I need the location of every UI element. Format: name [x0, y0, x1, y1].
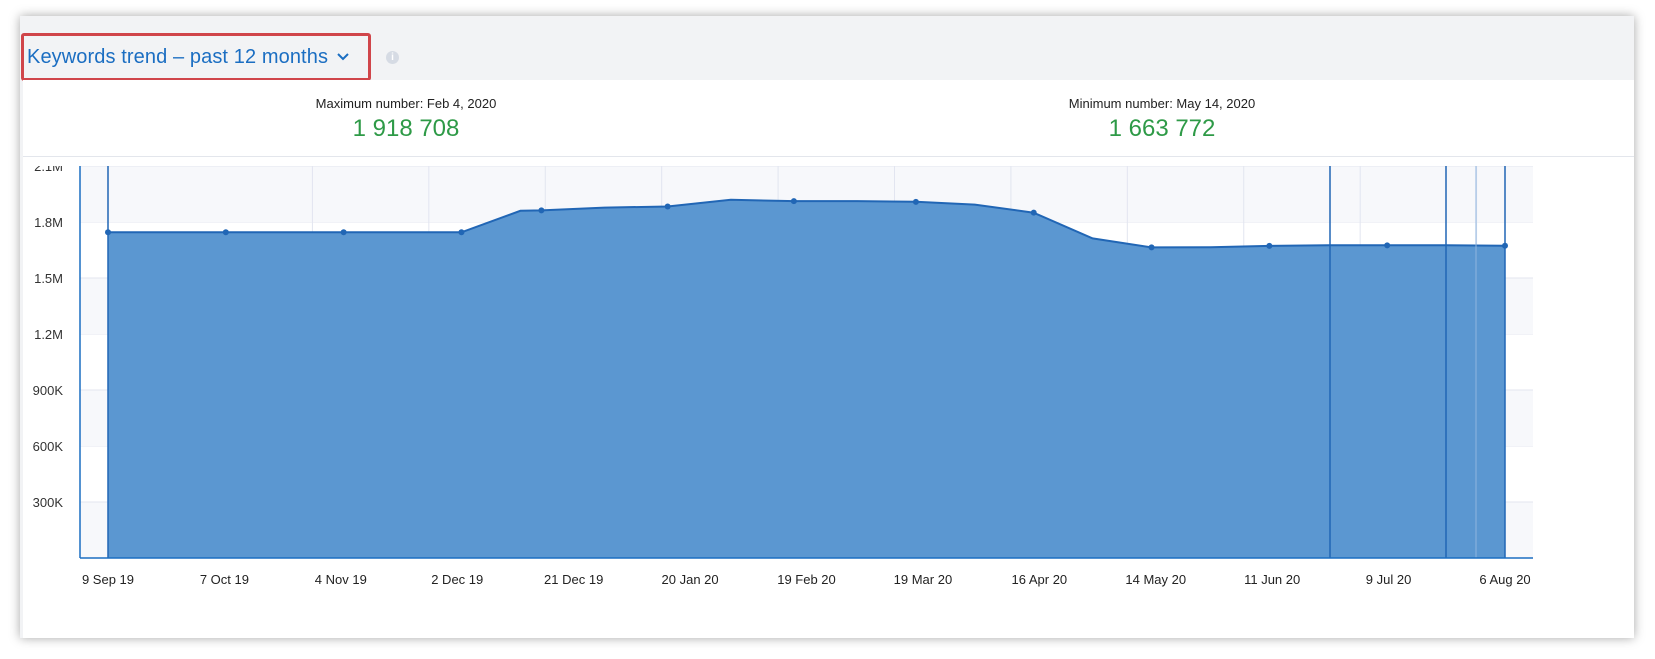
data-point: [340, 229, 347, 236]
data-point: [1384, 242, 1391, 249]
max-stat: Maximum number: Feb 4, 2020 1 918 708: [206, 96, 606, 143]
x-tick-label: 16 Apr 20: [1012, 572, 1068, 587]
data-point: [1502, 242, 1508, 249]
x-tick-label: 19 Feb 20: [777, 572, 836, 587]
stats-bar: Maximum number: Feb 4, 2020 1 918 708 Mi…: [23, 80, 1634, 157]
data-point: [790, 198, 797, 205]
trend-line: [108, 198, 1506, 249]
min-stat-label: Minimum number: May 14, 2020: [1068, 96, 1256, 111]
data-point: [1266, 242, 1273, 249]
x-tick-label: 2 Dec 19: [431, 572, 483, 587]
y-tick-label: 1.2M: [34, 327, 63, 342]
info-icon[interactable]: i: [386, 51, 399, 64]
data-point: [912, 198, 919, 205]
chevron-down-icon[interactable]: [336, 52, 350, 62]
trend-area: [108, 199, 1505, 559]
x-tick-label: 9 Sep 19: [82, 572, 134, 587]
data-point: [538, 207, 545, 214]
data-point: [105, 229, 111, 236]
x-tick-label: 4 Nov 19: [315, 572, 367, 587]
y-tick-label: 900K: [33, 383, 64, 398]
min-stat-value: 1 663 772: [1108, 115, 1216, 142]
y-tick-label: 2.1M: [34, 166, 63, 174]
x-tick-label: 19 Mar 20: [894, 572, 953, 587]
y-tick-label: 300K: [33, 495, 64, 510]
x-tick-label: 7 Oct 19: [200, 572, 249, 587]
x-tick-label: 6 Aug 20: [1479, 572, 1530, 587]
y-tick-label: 600K: [33, 439, 64, 454]
widget-title[interactable]: Keywords trend – past 12 months: [27, 45, 329, 68]
y-tick-label: 1.8M: [34, 215, 63, 230]
x-tick-label: 9 Jul 20: [1366, 572, 1412, 587]
data-point: [222, 229, 229, 236]
keywords-trend-widget: Keywords trend – past 12 months i Maximu…: [20, 16, 1634, 638]
x-tick-label: 11 Jun 20: [1244, 572, 1300, 587]
max-stat-value: 1 918 708: [352, 115, 460, 142]
period-selector[interactable]: Keywords trend – past 12 months: [21, 33, 371, 81]
min-stat: Minimum number: May 14, 2020 1 663 772: [962, 96, 1362, 143]
x-tick-label: 21 Dec 19: [544, 572, 603, 587]
x-tick-label: 14 May 20: [1125, 572, 1186, 587]
chart-panel: Maximum number: Feb 4, 2020 1 918 708 Mi…: [23, 80, 1634, 638]
widget-header: Keywords trend – past 12 months i: [20, 16, 1634, 81]
x-tick-label: 20 Jan 20: [662, 572, 719, 587]
max-stat-label: Maximum number: Feb 4, 2020: [315, 96, 497, 111]
data-point: [1148, 244, 1155, 251]
data-point: [458, 229, 465, 236]
data-point: [664, 203, 671, 210]
data-point: [1030, 209, 1037, 216]
y-tick-label: 1.5M: [34, 271, 63, 286]
